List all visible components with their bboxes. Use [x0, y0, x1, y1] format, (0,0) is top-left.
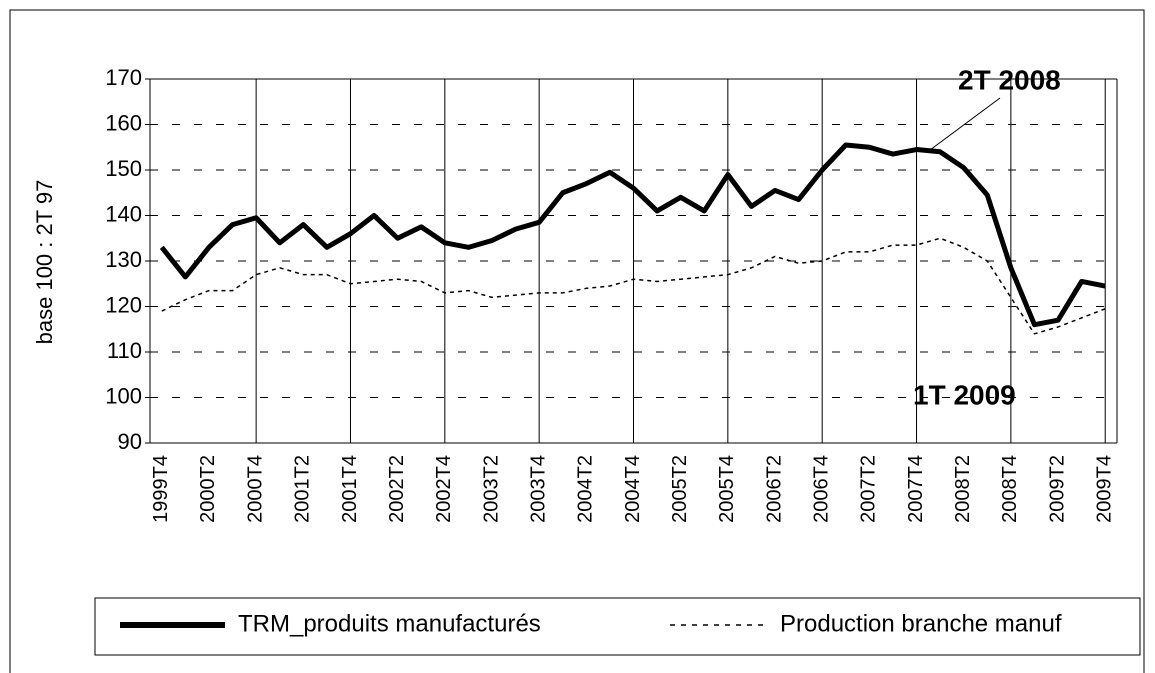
x-tick-label: 2006T2	[763, 455, 785, 523]
x-tick-label: 2009T4	[1093, 455, 1115, 523]
y-tick-label: 120	[105, 292, 142, 317]
y-axis-label: base 100 : 2T 97	[32, 180, 57, 345]
series-line	[161, 237, 1106, 335]
y-tick-label: 140	[105, 201, 142, 226]
legend-label: Production branche manuf	[780, 610, 1062, 637]
x-tick-label: 2001T2	[292, 455, 314, 523]
x-tick-label: 2005T2	[669, 455, 691, 523]
x-tick-label: 1999T4	[150, 455, 172, 523]
y-tick-label: 150	[105, 156, 142, 181]
y-tick-label: 90	[118, 429, 142, 454]
frame	[9, 9, 1145, 673]
x-tick-label: 2009T2	[1046, 455, 1068, 523]
annotation: 1T 2009	[913, 379, 1016, 410]
y-tick-label: 100	[105, 383, 142, 408]
x-tick-label: 2002T2	[386, 455, 408, 523]
x-tick-label: 2005T4	[716, 455, 738, 523]
annotation-leader	[929, 97, 1001, 151]
x-tick-label: 2001T4	[339, 455, 361, 523]
x-tick-label: 2008T2	[952, 455, 974, 523]
y-tick-label: 170	[105, 65, 142, 90]
x-tick-label: 2007T4	[905, 455, 927, 523]
y-tick-label: 160	[105, 110, 142, 135]
x-tick-label: 2000T2	[197, 455, 219, 523]
y-tick-label: 110	[107, 338, 142, 363]
annotation: 2T 2008	[958, 64, 1061, 95]
x-tick-label: 2006T4	[810, 455, 832, 523]
x-tick-label: 2003T2	[480, 455, 502, 523]
x-tick-label: 2003T4	[527, 455, 549, 523]
x-tick-label: 2000T4	[244, 455, 266, 523]
y-tick-label: 130	[105, 247, 142, 272]
x-tick-label: 2004T4	[622, 455, 644, 523]
legend-label: TRM_produits manufacturés	[238, 610, 541, 637]
x-tick-label: 2008T4	[999, 455, 1021, 523]
x-tick-label: 2002T4	[433, 455, 455, 523]
x-tick-label: 2004T2	[575, 455, 597, 523]
legend-box	[94, 597, 1141, 656]
series-line	[159, 142, 1106, 328]
x-tick-label: 2007T2	[858, 455, 880, 523]
